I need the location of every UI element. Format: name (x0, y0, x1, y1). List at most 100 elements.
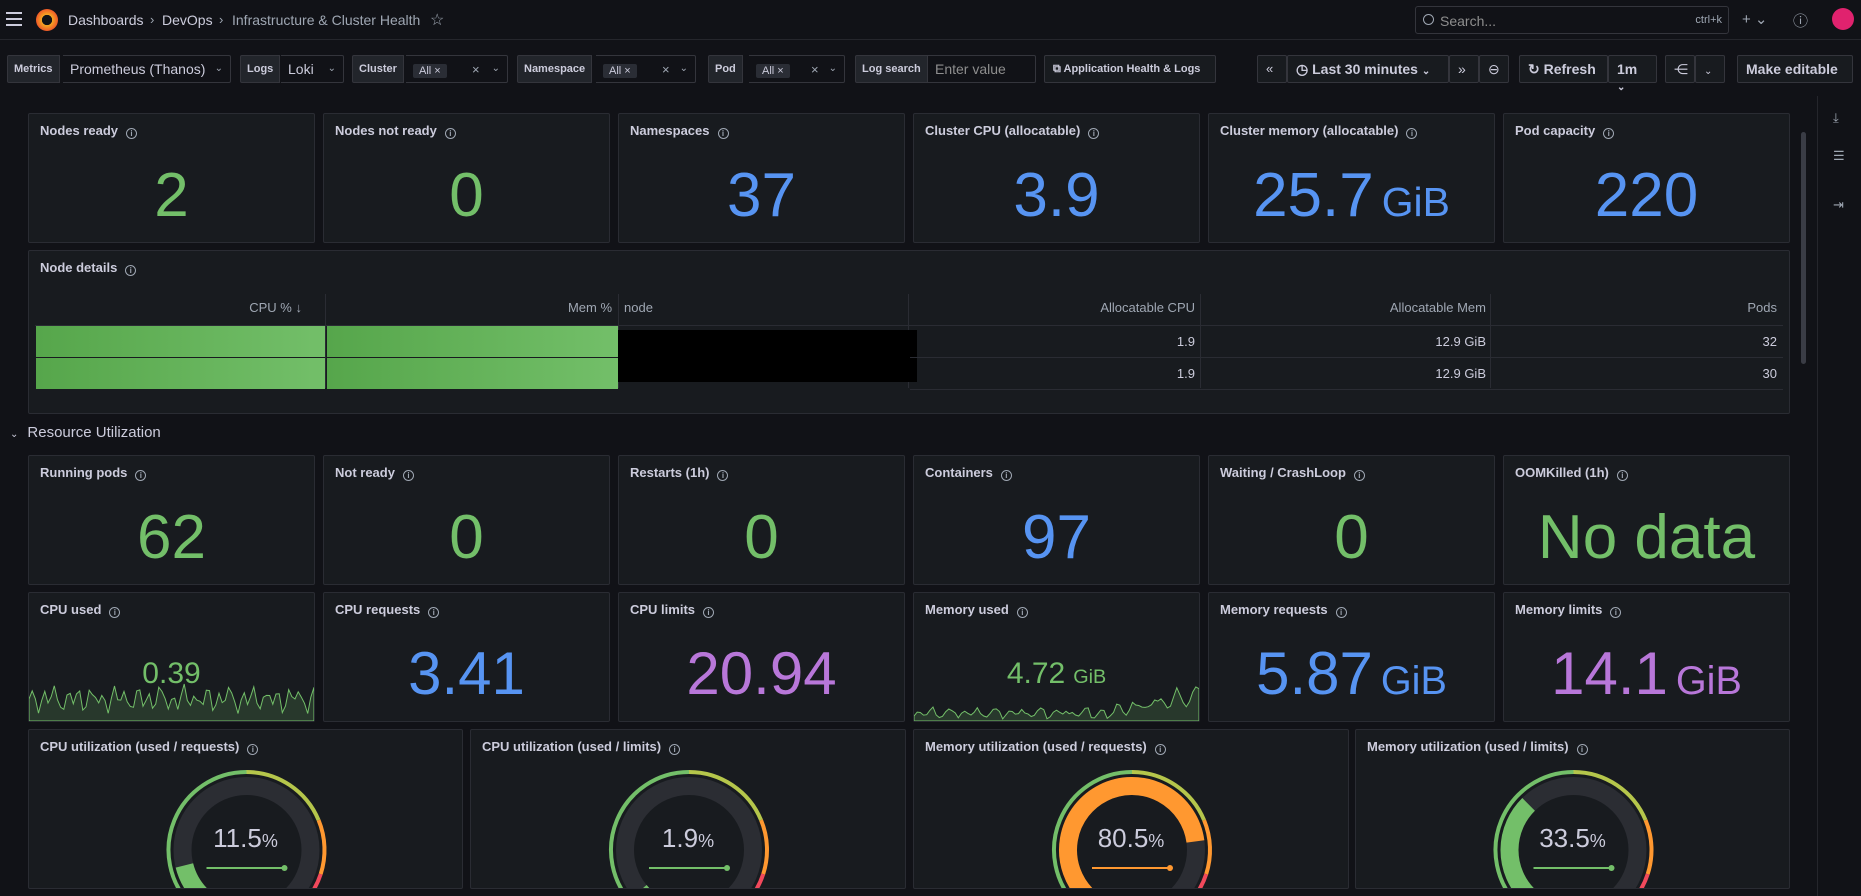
info-icon[interactable]: i (135, 470, 147, 481)
panel-title: Containers i (925, 465, 1012, 481)
column-header-alloc-cpu[interactable]: Allocatable CPU (1100, 300, 1195, 315)
gauge-threshold-arc (312, 873, 323, 888)
stat-value: 62 (29, 502, 314, 573)
info-icon[interactable]: i (669, 744, 681, 755)
search-input[interactable]: Search... ctrl+k (1415, 6, 1729, 34)
pod-select[interactable]: All × × ⌄ (749, 55, 845, 83)
star-icon[interactable]: ☆ (430, 12, 445, 29)
gauge-threshold-arc (609, 770, 690, 888)
share-button[interactable]: ⋲ (1665, 55, 1695, 83)
make-editable-button[interactable]: Make editable (1737, 55, 1853, 83)
stat-panel: Containers i 97 (913, 455, 1200, 585)
metrics-label: Metrics (7, 55, 60, 83)
pod-label: Pod (708, 55, 743, 83)
scrollbar[interactable] (1801, 132, 1806, 364)
info-icon[interactable]: i (428, 607, 440, 618)
namespace-value: All (609, 65, 622, 77)
info-icon[interactable]: i (703, 607, 715, 618)
info-icon[interactable]: i (125, 265, 137, 276)
column-header-pods[interactable]: Pods (1747, 300, 1777, 315)
help-icon[interactable]: ⓘ (1793, 13, 1809, 30)
divider (325, 294, 326, 388)
breadcrumb-devops[interactable]: DevOps (162, 12, 213, 28)
sparkline (29, 683, 314, 721)
app-health-link[interactable]: ⧉ Application Health & Logs (1044, 55, 1216, 83)
time-range-picker[interactable]: ◷ Last 30 minutes ⌄ (1287, 55, 1449, 83)
gauge-threshold-arc (759, 819, 769, 875)
info-icon[interactable]: i (126, 128, 138, 139)
info-icon[interactable]: i (1406, 128, 1418, 139)
panel-title-text: Cluster memory (allocatable) (1220, 123, 1399, 138)
info-icon[interactable]: i (247, 744, 259, 755)
external-link-icon: ⧉ (1053, 63, 1064, 75)
namespace-label: Namespace (517, 55, 593, 83)
metrics-select[interactable]: Prometheus (Thanos) ⌄ (63, 55, 231, 83)
hamburger-menu-icon[interactable] (6, 12, 22, 26)
cpu-percent-bar (36, 326, 325, 357)
info-icon[interactable]: i (444, 128, 456, 139)
stat-panel: CPU requests i 3.41 (323, 592, 610, 722)
clear-icon[interactable]: × (472, 62, 480, 77)
info-icon[interactable]: i (402, 470, 414, 481)
panel-title-text: Waiting / CrashLoop (1220, 465, 1346, 480)
logsearch-placeholder: Enter value (935, 61, 1006, 77)
stat-value-number: 3.9 (1013, 161, 1100, 230)
gauge-threshold-arc (1052, 770, 1133, 888)
stat-value-number: 14.1 (1551, 640, 1668, 707)
namespace-select[interactable]: All × × ⌄ (596, 55, 696, 83)
cluster-select[interactable]: All × × ⌄ (406, 55, 508, 83)
info-icon[interactable]: i (109, 607, 121, 618)
row-divider (910, 357, 1783, 358)
stat-unit: GiB (1073, 666, 1107, 688)
column-header-alloc-mem[interactable]: Allocatable Mem (1389, 300, 1486, 315)
gauge-chart (166, 770, 327, 888)
info-icon[interactable]: i (1335, 607, 1347, 618)
info-icon[interactable]: i (1154, 744, 1166, 755)
info-icon[interactable]: i (717, 470, 729, 481)
column-header-mem[interactable]: Mem % (567, 300, 612, 315)
stat-value: 97 (914, 502, 1199, 573)
time-shift-forward-button[interactable]: » (1449, 55, 1479, 83)
info-icon[interactable]: i (1610, 607, 1622, 618)
info-icon[interactable]: i (717, 128, 729, 139)
info-icon[interactable]: i (1616, 470, 1628, 481)
refresh-button[interactable]: ↻ Refresh (1519, 55, 1608, 83)
clock-icon: ◷ (1296, 61, 1313, 77)
mem-percent-bar (327, 358, 618, 389)
refresh-interval-select[interactable]: 1m ⌄ (1608, 55, 1657, 93)
panel-title-text: Nodes ready (40, 123, 119, 138)
stat-value-number: 0.39 (142, 657, 201, 690)
stat-panel: Running pods i 62 (28, 455, 315, 585)
info-icon[interactable]: i (1088, 128, 1100, 139)
info-icon[interactable]: i (1016, 607, 1028, 618)
clear-icon[interactable]: × (811, 62, 819, 77)
time-shift-back-button[interactable]: « (1257, 55, 1287, 83)
avatar[interactable] (1832, 8, 1854, 30)
info-icon[interactable]: i (1603, 128, 1615, 139)
stat-value-number: 37 (727, 161, 796, 230)
panel-title: Cluster CPU (allocatable) i (925, 123, 1100, 139)
gauge-threshold-arc (166, 770, 247, 888)
gauge-unit: % (261, 831, 278, 851)
stat-value-number: 62 (137, 503, 206, 572)
share-menu-button[interactable]: ⌄ (1695, 55, 1725, 83)
outline-icon[interactable]: ☰ (1833, 148, 1845, 163)
grafana-logo[interactable] (36, 9, 58, 31)
column-header-node[interactable]: node (624, 300, 653, 315)
column-header-cpu[interactable]: CPU % ↓ (36, 300, 316, 326)
panel-title-text: CPU requests (335, 602, 421, 617)
clear-icon[interactable]: × (662, 62, 670, 77)
collapse-sidebar-icon[interactable]: ⇥ (1833, 197, 1844, 212)
zoom-out-button[interactable]: ⊖ (1479, 55, 1509, 83)
plus-icon[interactable]: + ⌄ (1742, 11, 1768, 28)
breadcrumb-dashboards[interactable]: Dashboards (68, 12, 144, 28)
stat-value-number: 220 (1594, 161, 1699, 230)
download-icon[interactable]: ⤓ (1833, 110, 1839, 125)
panel-title-text: Namespaces (630, 123, 710, 138)
info-icon[interactable]: i (1000, 470, 1012, 481)
section-header-resource-utilization[interactable]: ⌄ Resource Utilization (10, 424, 161, 441)
logsearch-input[interactable]: Enter value (928, 55, 1036, 83)
info-icon[interactable]: i (1576, 744, 1588, 755)
logs-select[interactable]: Loki ⌄ (281, 55, 344, 83)
info-icon[interactable]: i (1353, 470, 1365, 481)
